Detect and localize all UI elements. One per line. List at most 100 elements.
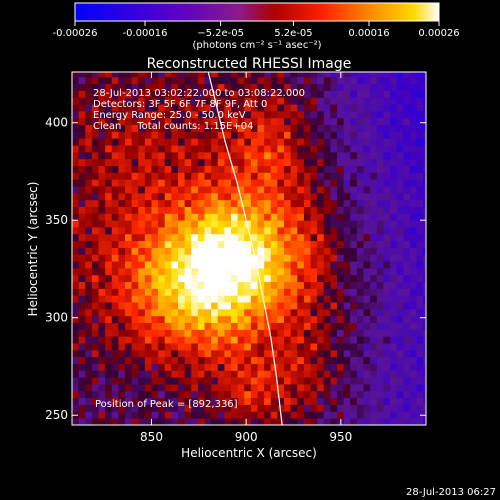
heatmap-cell bbox=[297, 377, 305, 385]
heatmap-cell bbox=[376, 390, 384, 399]
heatmap-cell bbox=[257, 138, 265, 146]
heatmap-cell bbox=[250, 397, 258, 405]
heatmap-cell bbox=[343, 206, 351, 214]
heatmap-cell bbox=[390, 411, 398, 419]
heatmap-cell bbox=[211, 377, 219, 385]
heatmap-cell bbox=[323, 356, 331, 364]
heatmap-cell bbox=[98, 302, 106, 310]
heatmap-cell bbox=[224, 131, 232, 139]
heatmap-cell bbox=[303, 343, 311, 351]
heatmap-cell bbox=[211, 370, 219, 378]
heatmap-cell bbox=[250, 124, 258, 132]
heatmap-cell bbox=[184, 418, 192, 425]
heatmap-cell bbox=[164, 404, 172, 412]
heatmap-cell bbox=[171, 172, 179, 180]
heatmap-cell bbox=[390, 117, 398, 126]
heatmap-cell bbox=[423, 356, 426, 364]
heatmap-cell bbox=[330, 233, 338, 242]
heatmap-cell bbox=[224, 206, 232, 214]
heatmap-cell bbox=[270, 349, 278, 358]
heatmap-cell bbox=[277, 104, 285, 112]
heatmap-cell bbox=[270, 329, 278, 337]
heatmap-cell bbox=[350, 377, 358, 385]
heatmap-cell bbox=[310, 308, 318, 317]
heatmap-cell bbox=[98, 411, 106, 419]
heatmap-cell bbox=[237, 343, 245, 351]
heatmap-cell bbox=[98, 315, 106, 324]
heatmap-cell bbox=[264, 83, 272, 91]
heatmap-cell bbox=[323, 390, 331, 399]
heatmap-cell bbox=[118, 199, 126, 207]
heatmap-cell bbox=[310, 343, 318, 351]
heatmap-cell bbox=[390, 206, 398, 214]
heatmap-cell bbox=[277, 254, 285, 262]
heatmap-cell bbox=[337, 206, 345, 214]
heatmap-cell bbox=[323, 295, 331, 303]
heatmap-cell bbox=[85, 268, 93, 276]
heatmap-cell bbox=[277, 83, 285, 91]
heatmap-cell bbox=[403, 165, 411, 173]
heatmap-cell bbox=[303, 213, 311, 221]
heatmap-cell bbox=[370, 377, 378, 385]
heatmap-cell bbox=[231, 349, 239, 358]
heatmap-cell bbox=[111, 343, 119, 351]
y-tick-label: 300 bbox=[45, 311, 68, 325]
heatmap-cell bbox=[356, 165, 364, 173]
heatmap-cell bbox=[370, 213, 378, 221]
heatmap-cell bbox=[330, 322, 338, 330]
heatmap-cell bbox=[264, 384, 272, 392]
heatmap-cell bbox=[337, 145, 345, 153]
heatmap-cell bbox=[409, 151, 417, 160]
heatmap-cell bbox=[310, 397, 318, 405]
heatmap-cell bbox=[237, 90, 245, 98]
heatmap-cell bbox=[323, 131, 331, 139]
heatmap-cell bbox=[224, 227, 232, 235]
heatmap-cell bbox=[144, 356, 152, 364]
heatmap-cell bbox=[204, 315, 212, 324]
heatmap-cell bbox=[91, 308, 99, 317]
heatmap-cell bbox=[191, 336, 199, 344]
heatmap-cell bbox=[217, 418, 225, 425]
heatmap-cell bbox=[416, 104, 424, 112]
heatmap-cell bbox=[363, 83, 371, 91]
heatmap-cell bbox=[184, 363, 192, 371]
heatmap-cell bbox=[125, 247, 133, 255]
heatmap-cell bbox=[297, 117, 305, 126]
heatmap-cell bbox=[105, 172, 113, 180]
heatmap-cell bbox=[423, 172, 426, 180]
heatmap-cell bbox=[409, 186, 417, 194]
heatmap-cell bbox=[277, 145, 285, 153]
heatmap-cell bbox=[383, 384, 391, 392]
heatmap-cell bbox=[197, 390, 205, 399]
heatmap-cell bbox=[204, 179, 212, 187]
heatmap-cell bbox=[191, 295, 199, 303]
heatmap-cell bbox=[257, 356, 265, 364]
heatmap-cell bbox=[98, 83, 106, 91]
heatmap-cell bbox=[151, 151, 159, 160]
y-axis-label: Heliocentric Y (arcsec) bbox=[26, 182, 40, 317]
heatmap-cell bbox=[204, 336, 212, 344]
heatmap-cell bbox=[257, 268, 265, 276]
heatmap-cell bbox=[383, 97, 391, 105]
heatmap-cell bbox=[144, 322, 152, 330]
heatmap-cell bbox=[330, 199, 338, 207]
heatmap-cell bbox=[217, 227, 225, 235]
heatmap-cell bbox=[118, 206, 126, 214]
heatmap-cell bbox=[118, 329, 126, 337]
heatmap-cell bbox=[423, 295, 426, 303]
heatmap-cell bbox=[191, 411, 199, 419]
heatmap-cell bbox=[171, 370, 179, 378]
heatmap-cell bbox=[204, 206, 212, 214]
heatmap-cell bbox=[250, 165, 258, 173]
heatmap-cell bbox=[403, 213, 411, 221]
heatmap-cell bbox=[72, 186, 80, 194]
heatmap-cell bbox=[330, 165, 338, 173]
heatmap-cell bbox=[118, 227, 126, 235]
heatmap-cell bbox=[356, 288, 364, 296]
heatmap-cell bbox=[290, 390, 298, 399]
heatmap-cell bbox=[237, 254, 245, 262]
heatmap-cell bbox=[125, 418, 133, 425]
heatmap-cell bbox=[257, 349, 265, 358]
heatmap-cell bbox=[350, 288, 358, 296]
heatmap-cell bbox=[390, 138, 398, 146]
